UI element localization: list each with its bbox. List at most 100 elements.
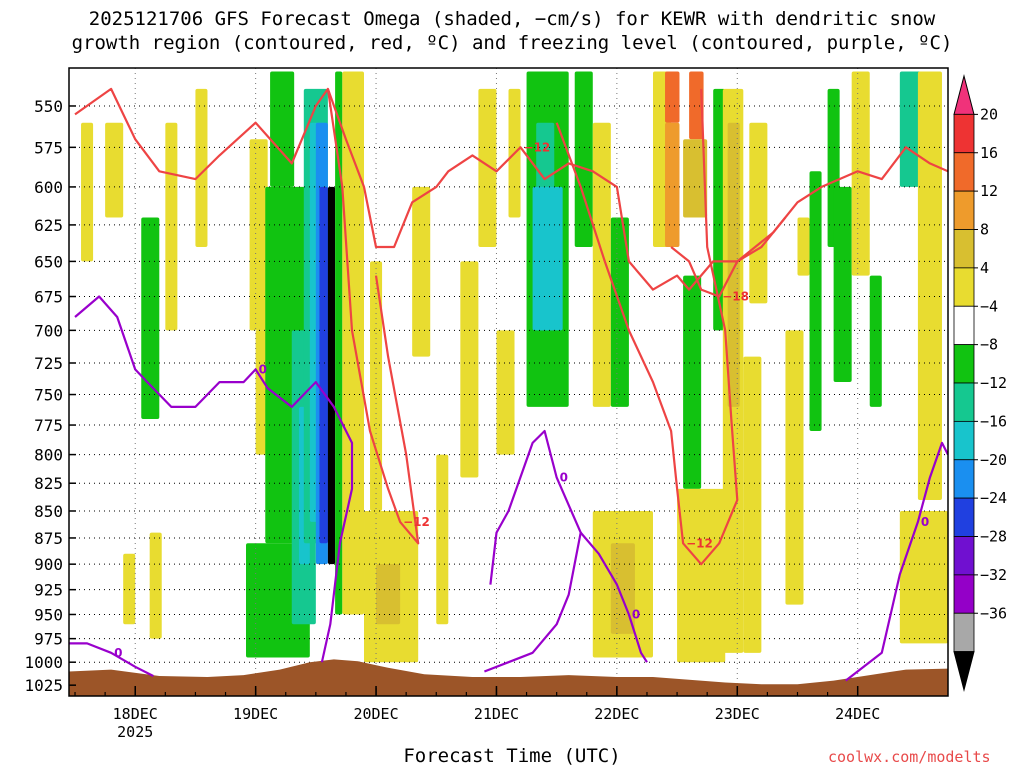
omega-cell [683,139,708,218]
omega-cell [592,122,611,407]
y-tick-label: 975 [34,630,63,649]
y-tick-label: 850 [34,502,63,521]
dendritic-contour-label: −12 [403,515,430,529]
freezing-contour-line [579,531,648,663]
credit-link[interactable]: coolwx.com/modelts [828,748,991,766]
colorbar-label: −4 [980,297,998,315]
omega-cell [689,71,704,140]
freezing-contour-line [69,642,154,677]
colorbar-label: 16 [980,144,998,162]
colorbar-segment [953,497,975,537]
omega-cell [165,122,178,331]
omega-cell [785,330,804,605]
y-tick-label: 775 [34,416,63,435]
dendritic-contour-line [326,88,420,545]
chart-title-line2: growth region (contoured, red, ºC) and f… [71,32,953,54]
omega-cell [436,454,449,625]
y-tick-label: 950 [34,605,63,624]
omega-cell [335,71,343,615]
colorbar-segment [953,152,975,192]
freezing-contour-line [845,441,948,682]
omega-cell [478,88,497,247]
x-tick-label: 22DEC [594,705,639,723]
freezing-contour-label: 0 [259,362,267,376]
omega-cell [677,488,726,663]
omega-cell [270,71,295,187]
y-tick-label: 700 [34,321,63,340]
omega-cell [195,88,208,247]
colorbar-label: −36 [980,604,1007,622]
dendritic-contour-line [670,216,787,298]
chart-title-line1: 2025121706 GFS Forecast Omega (shaded, −… [88,8,936,30]
colorbar-top-arrow [953,74,975,115]
colorbar-segment [953,612,975,653]
x-tick-label: 18DEC [113,705,158,723]
x-tick-label: 23DEC [715,705,760,723]
dendritic-contour-line [74,87,948,291]
omega-cell [610,543,635,634]
colorbar-segment [953,190,975,230]
omega-cell [683,275,702,489]
dendritic-contour-label: −18 [722,290,749,304]
colorbar-label: −32 [980,566,1007,584]
freezing-contour-label: 0 [632,607,640,621]
omega-cell [574,71,593,247]
omega-cell [917,71,942,500]
omega-cell [713,88,726,331]
omega-cell [376,564,401,625]
y-tick-label: 1000 [24,653,63,672]
colorbar-segment [953,305,975,346]
omega-cell [665,122,680,247]
colorbar-label: −12 [980,374,1007,392]
omega-shading [81,71,948,663]
omega-cell [809,171,822,432]
colorbar-label: 20 [980,105,998,123]
freezing-contours: 0 0 0 0 0 [69,295,948,682]
x-axis: 18DEC 19DEC 20DEC 21DEC 22DEC 23DEC 24DEC 2025 [74,686,880,741]
colorbar-label: −20 [980,451,1007,469]
dendritic-contours: −12 −12 −12 −18 [74,87,948,566]
colorbar-segment [953,420,975,461]
x-tick-label: 20DEC [353,705,398,723]
dendritic-contour-label: −12 [524,140,551,154]
omega-cell [869,275,882,407]
y-tick-label: 875 [34,529,63,548]
colorbar-label: 12 [980,182,998,200]
y-tick-label: 675 [34,288,63,307]
colorbar-segment [953,113,975,154]
colorbar-segment [953,574,975,614]
colorbar-label: −28 [980,528,1007,546]
colorbar-bottom-arrow [953,651,975,692]
dendritic-contour-label: −12 [686,536,713,550]
omega-cell [749,122,768,304]
omega-cell [743,356,762,653]
x-tick-label: 19DEC [233,705,278,723]
y-tick-label: 800 [34,446,63,465]
colorbar-label: −8 [980,336,998,354]
omega-cell [851,71,870,276]
freezing-contour-label: 0 [114,646,122,660]
colorbar-label: 4 [980,259,989,277]
plot-frame [68,67,949,697]
omega-cell [149,532,162,639]
y-tick-label: 900 [34,555,63,574]
omega-cell [412,186,431,357]
plot-area: −12 −12 −12 −18 0 0 0 0 0 [69,68,948,696]
omega-cell [727,122,740,407]
colorbar-segment [953,267,975,307]
x-tick-label: 24DEC [835,705,880,723]
colorbar-segment [953,382,975,422]
omega-cell [665,71,680,123]
freezing-contour-line [74,295,354,663]
freezing-contour-line [484,429,582,673]
y-tick-label: 750 [34,386,63,405]
omega-cell [141,217,160,420]
colorbar-segment [953,344,975,384]
y-tick-label: 625 [34,216,63,235]
ground-terrain [69,659,948,696]
colorbar-label: −24 [980,489,1007,507]
omega-cell [496,330,515,455]
colorbar-segment [953,536,975,576]
freezing-contour-label: 0 [560,471,568,485]
y-tick-label: 575 [34,138,63,157]
